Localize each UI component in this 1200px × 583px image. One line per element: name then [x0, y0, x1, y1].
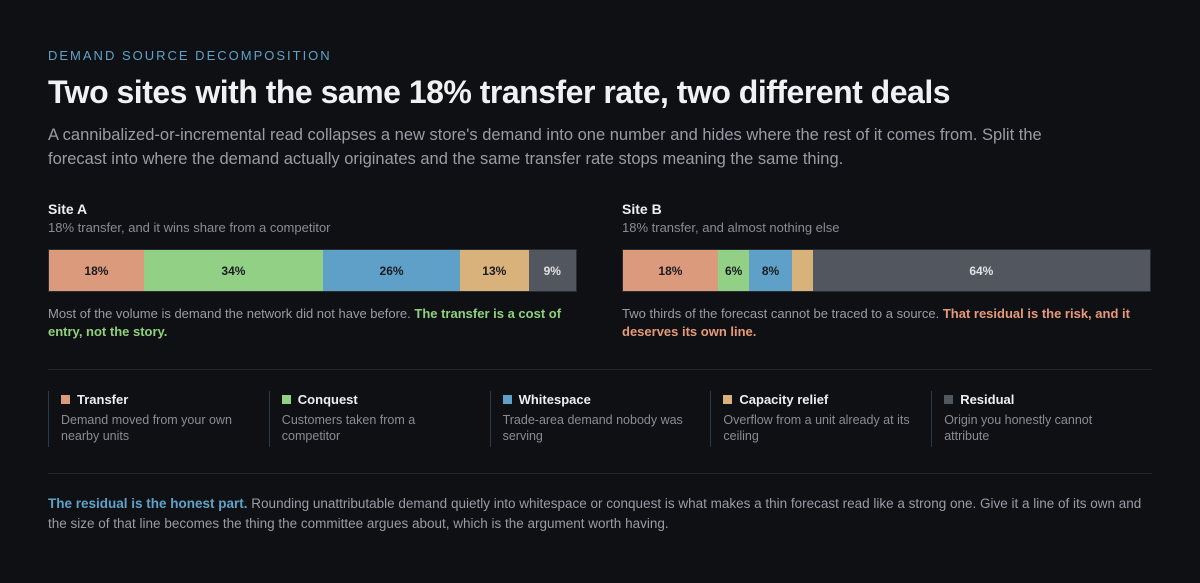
site-a-panel: Site A 18% transfer, and it wins share f… [48, 201, 578, 341]
legend-label: Residual [960, 392, 1015, 407]
bar-segment-capacity-relief: 13% [460, 250, 529, 291]
footer-paragraph: The residual is the honest part. Roundin… [48, 494, 1152, 534]
legend-desc: Trade-area demand nobody was serving [502, 413, 683, 443]
data-label: 6% [724, 263, 743, 278]
data-label: 13% [482, 263, 507, 278]
data-label: 18% [84, 263, 109, 278]
bar-segment-transfer: 18% [49, 250, 144, 291]
bar-segment-conquest: 34% [143, 250, 324, 291]
eyebrow: DEMAND SOURCE DECOMPOSITION [48, 48, 332, 63]
data-label: 64% [969, 263, 994, 278]
data-label: 34% [221, 263, 246, 278]
data-label: 8% [761, 263, 780, 278]
site-a-name: Site A [48, 201, 88, 217]
legend: Transfer Demand moved from your own near… [48, 391, 1152, 447]
data-label: 18% [658, 263, 683, 278]
legend-label: Transfer [77, 392, 129, 407]
whitespace-swatch [502, 395, 512, 404]
site-b-subtitle: 18% transfer, and almost nothing else [622, 220, 840, 235]
lede-paragraph: A cannibalized-or-incremental read colla… [48, 126, 1042, 168]
site-a-stacked-bar: 18% 34% 26% 13% 9% [48, 249, 577, 292]
bar-segment-whitespace: 26% [323, 250, 461, 291]
divider [48, 369, 1152, 370]
transfer-swatch [61, 395, 70, 404]
legend-desc: Demand moved from your own nearby units [61, 413, 232, 443]
residual-swatch [944, 395, 954, 404]
site-a-subtitle: 18% transfer, and it wins share from a c… [48, 220, 331, 235]
footer-body: Rounding unattributable demand quietly i… [48, 496, 1142, 531]
capacity-relief-swatch [723, 395, 733, 404]
bar-segment-residual: 9% [528, 250, 576, 291]
legend-item-residual: Residual Origin you honestly cannot attr… [931, 391, 1152, 447]
bar-segment-transfer: 18% [623, 250, 718, 291]
site-a-note-text: Most of the volume is demand the network… [48, 306, 415, 321]
site-b-note: Two thirds of the forecast cannot be tra… [622, 305, 1152, 341]
conquest-swatch [281, 395, 291, 404]
site-b-note-emphasis: That residual is the risk, and it deserv… [622, 306, 1130, 339]
site-b-note-text: Two thirds of the forecast cannot be tra… [622, 306, 943, 321]
legend-item-conquest: Conquest Customers taken from a competit… [268, 391, 490, 447]
legend-desc: Customers taken from a competitor [281, 413, 416, 443]
bar-segment-capacity-relief [791, 250, 813, 291]
site-a-note: Most of the volume is demand the network… [48, 305, 578, 341]
legend-item-capacity-relief: Capacity relief Overflow from a unit alr… [710, 391, 931, 447]
bar-segment-residual: 64% [812, 250, 1150, 291]
site-b-stacked-bar: 18% 6% 8% 64% [622, 249, 1151, 292]
legend-label: Whitespace [518, 392, 591, 407]
legend-label: Conquest [297, 392, 358, 407]
site-b-panel: Site B 18% transfer, and almost nothing … [622, 201, 1152, 341]
divider [48, 473, 1152, 474]
data-label: 9% [543, 263, 561, 278]
legend-item-transfer: Transfer Demand moved from your own near… [48, 391, 269, 447]
site-a-note-emphasis: The transfer is a cost of entry, not the… [48, 306, 562, 339]
bar-segment-whitespace: 8% [749, 250, 792, 291]
legend-label: Capacity relief [739, 392, 829, 407]
footer-lead: The residual is the honest part. [48, 496, 248, 511]
bar-segment-conquest: 6% [717, 250, 750, 291]
legend-desc: Origin you honestly cannot attribute [944, 413, 1093, 443]
legend-item-whitespace: Whitespace Trade-area demand nobody was … [489, 391, 711, 447]
site-b-name: Site B [622, 201, 662, 217]
page-title: Two sites with the same 18% transfer rat… [48, 74, 951, 110]
legend-desc: Overflow from a unit already at its ceil… [723, 413, 910, 443]
data-label: 26% [379, 263, 404, 278]
